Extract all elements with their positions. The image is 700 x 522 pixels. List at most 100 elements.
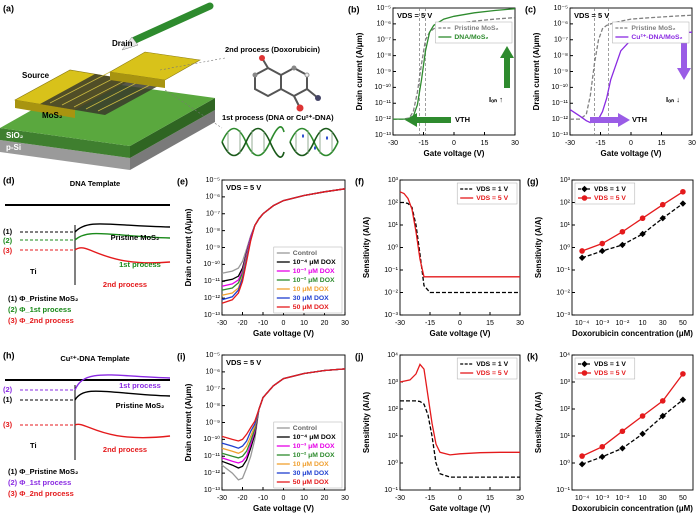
x-tick-label: 30 <box>341 495 349 502</box>
x-tick-label: 15 <box>486 320 494 327</box>
panel-label: (a) <box>3 3 14 13</box>
legend-text: (1) Φ_Pristine MoS₂ <box>8 294 78 303</box>
y-tick-label: 10⁻⁷ <box>377 37 391 44</box>
schematic: (a) Source Drain MoS₂ SiO₂ p-Si 2nd proc… <box>0 2 339 170</box>
x-tick-label: 30 <box>659 320 667 327</box>
annotation: Iₒₙ ↑ <box>489 95 503 104</box>
x-axis-label: Gate voltage (V) <box>253 504 314 513</box>
x-tick-label: 10⁻² <box>616 320 630 327</box>
band-diagram: (h) Cu²⁺-DNA Template (2) (1) (3) 1st pr… <box>3 350 171 498</box>
x-tick-label: 10 <box>639 320 647 327</box>
x-tick-label: 30 <box>688 140 696 147</box>
label: 1st process (DNA or Cu²⁺-DNA) <box>222 113 334 122</box>
x-tick-label: -15 <box>418 140 428 147</box>
y-tick-label: 10⁻⁸ <box>377 52 391 59</box>
annotation: VDS = 5 V <box>226 358 261 367</box>
marker <box>659 412 666 420</box>
mos2-texture <box>49 71 157 112</box>
x-tick-label: 30 <box>341 320 349 327</box>
label: SiO₂ <box>6 131 24 140</box>
y-tick-label: 10¹ <box>388 433 399 440</box>
y-tick-label: 10⁻⁵ <box>206 177 220 184</box>
x-axis-label: Gate voltage (V) <box>430 504 491 513</box>
legend-label: DNA/MoS₂ <box>454 34 488 41</box>
panel-label: (f) <box>355 176 364 186</box>
band-curve <box>74 374 171 391</box>
panel-label: (g) <box>527 176 539 186</box>
y-axis-label: Drain current (A/μm) <box>355 32 364 110</box>
x-tick-label: -15 <box>425 495 435 502</box>
marker <box>659 398 666 404</box>
band-curve <box>74 223 171 233</box>
label: Source <box>22 71 50 80</box>
curve-label: Pristine MoS₂ <box>111 233 160 242</box>
y-tick-label: 10⁻¹³ <box>204 312 221 319</box>
x-tick-label: -20 <box>237 320 247 327</box>
x-tick-label: 0 <box>452 140 456 147</box>
y-tick-label: 10⁻³ <box>556 312 570 319</box>
series-line <box>569 31 693 124</box>
legend-box <box>435 21 513 44</box>
marker <box>639 215 646 222</box>
x-tick-label: -30 <box>217 495 227 502</box>
x-tick-label: 10⁻³ <box>595 320 609 327</box>
marker <box>619 445 626 452</box>
y-tick-label: 10⁻⁸ <box>554 52 568 59</box>
legend-label: 10 μM DOX <box>293 286 329 293</box>
y-tick-label: 10¹ <box>388 222 399 229</box>
y-tick-label: 10⁻¹² <box>204 470 221 477</box>
legend-label: Pristine MoS₂ <box>454 25 498 32</box>
legend-text: (2) Φ_1st process <box>8 305 71 314</box>
arrow <box>500 46 514 88</box>
legend-box <box>612 21 690 44</box>
x-tick-label: -30 <box>395 320 405 327</box>
x-tick-label: 20 <box>321 495 329 502</box>
band-curve <box>74 423 171 439</box>
level-label: (2) <box>3 236 13 245</box>
y-tick-label: 10⁻¹¹ <box>204 278 221 285</box>
legend-label: 10 μM DOX <box>293 461 329 468</box>
y-axis-label: Sensitivity (A/A) <box>534 216 543 278</box>
marker <box>578 254 586 261</box>
marker <box>619 428 626 435</box>
legend-box <box>456 182 518 205</box>
y-tick-label: 10³ <box>388 379 399 386</box>
marker <box>679 396 687 403</box>
x-tick-label: 0 <box>458 320 462 327</box>
x-tick-label: -20 <box>237 495 247 502</box>
molecule <box>252 55 321 112</box>
marker <box>599 453 606 460</box>
level-label: (3) <box>3 420 13 429</box>
panel-label: (d) <box>3 175 15 185</box>
y-tick-label: 10⁻⁵ <box>554 5 568 12</box>
y-axis-label: Sensitivity (A/A) <box>362 216 371 278</box>
y-tick-label: 10¹ <box>560 222 571 229</box>
y-tick-label: 10⁻¹³ <box>375 132 392 139</box>
y-tick-label: 10⁻⁶ <box>377 21 391 28</box>
y-axis-label: Drain current (A/μm) <box>532 32 541 110</box>
annotation: Iₒₙ ↓ <box>666 95 680 104</box>
series-line <box>581 373 684 457</box>
x-tick-label: 0 <box>458 495 462 502</box>
marker <box>599 443 606 450</box>
legend-label: VDS = 1 V <box>476 361 508 368</box>
label: Drain <box>112 39 133 48</box>
y-tick-label: 10⁻¹⁰ <box>203 435 220 443</box>
x-axis-label: Gate voltage (V) <box>424 149 485 158</box>
legend-label: Cu²⁺-DNA/MoS₂ <box>631 34 682 41</box>
band-curve <box>74 247 171 264</box>
x-tick-label: 0 <box>282 495 286 502</box>
x-tick-label: 30 <box>511 140 519 147</box>
panel-label: (c) <box>525 4 536 14</box>
x-tick-label: 15 <box>658 140 666 147</box>
series-line <box>221 368 346 442</box>
marker <box>680 188 686 195</box>
y-tick-label: 10⁻⁶ <box>554 21 568 28</box>
x-axis-label: Doxorubicin concentration (μM) <box>572 504 693 513</box>
series-line <box>399 191 520 278</box>
dna-helices <box>221 126 339 158</box>
curve-label: 1st process <box>119 381 161 390</box>
marker <box>639 413 646 419</box>
